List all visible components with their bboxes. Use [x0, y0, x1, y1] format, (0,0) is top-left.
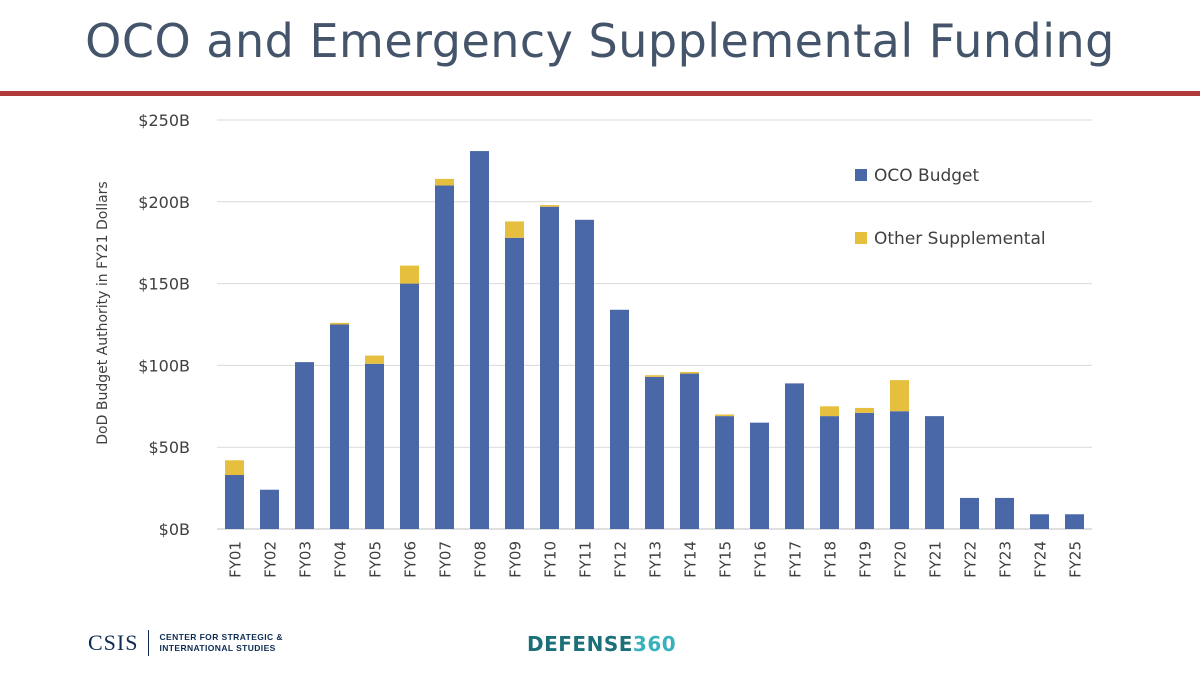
x-tick-label: FY24	[1032, 541, 1050, 578]
x-tick-label: FY16	[752, 541, 770, 578]
legend-oco-swatch	[855, 169, 867, 181]
bar-oco-fy05	[365, 363, 384, 529]
csis-subtitle-line2: INTERNATIONAL STUDIES	[159, 643, 276, 653]
x-tick-label: FY22	[962, 541, 980, 578]
legend-oco-label: OCO Budget	[874, 166, 980, 186]
x-tick-label: FY17	[787, 541, 805, 578]
bar-supplemental-fy07	[435, 178, 454, 186]
x-tick-label: FY21	[927, 541, 945, 578]
x-tick-label: FY05	[367, 541, 385, 578]
y-tick-label: $50B	[148, 438, 190, 457]
csis-logo: CSIS CENTER FOR STRATEGIC & INTERNATIONA…	[88, 628, 283, 658]
x-tick-label: FY02	[262, 541, 280, 578]
y-axis-label: DoD Budget Authority in FY21 Dollars	[95, 181, 111, 444]
bar-oco-fy18	[820, 416, 839, 529]
y-tick-label: $200B	[138, 193, 190, 212]
x-tick-label: FY18	[822, 541, 840, 578]
x-tick-label: FY12	[612, 541, 630, 578]
x-tick-label: FY08	[472, 541, 490, 578]
bar-supplemental-fy01	[225, 460, 244, 476]
bar-oco-fy13	[645, 376, 664, 529]
defense360-logo: DEFENSE360	[527, 632, 676, 656]
bar-oco-fy22	[960, 497, 979, 529]
x-tick-label: FY25	[1067, 541, 1085, 578]
bar-oco-fy12	[610, 309, 629, 529]
legend: OCO Budget Other Supplemental	[855, 166, 1046, 249]
x-tick-label: FY06	[402, 541, 420, 578]
bar-oco-fy20	[890, 411, 909, 529]
x-tick-label: FY11	[577, 541, 595, 578]
bar-supplemental-fy09	[505, 221, 524, 238]
bar-oco-fy21	[925, 416, 944, 529]
x-tick-label: FY15	[717, 541, 735, 578]
csis-subtitle-line1: CENTER FOR STRATEGIC &	[159, 632, 283, 642]
x-tick-label: FY03	[297, 541, 315, 578]
bar-supplemental-fy19	[855, 407, 874, 413]
legend-supplemental-swatch	[855, 232, 867, 244]
bar-oco-fy11	[575, 219, 594, 529]
bar-supplemental-fy04	[330, 322, 349, 325]
bar-oco-fy15	[715, 416, 734, 529]
bar-supplemental-fy13	[645, 375, 664, 377]
bar-oco-fy17	[785, 383, 804, 529]
bar-oco-fy16	[750, 422, 769, 529]
y-tick-label: $250B	[138, 111, 190, 130]
bar-supplemental-fy05	[365, 355, 384, 364]
csis-wordmark: CSIS	[88, 630, 139, 655]
bar-supplemental-fy20	[890, 380, 909, 412]
x-tick-label: FY09	[507, 541, 525, 578]
defense360-number: 360	[632, 632, 677, 656]
page-title: OCO and Emergency Supplemental Funding	[85, 14, 1115, 68]
x-axis-ticks: FY01 FY02 FY03 FY04 FY05 FY06 FY07 FY08 FY09 FY10…	[227, 541, 1085, 578]
bar-oco-fy04	[330, 324, 349, 529]
x-tick-label: FY07	[437, 541, 455, 578]
csis-subtitle: CENTER FOR STRATEGIC & INTERNATIONAL STU…	[159, 632, 282, 654]
bar-oco-fy09	[505, 237, 524, 530]
x-tick-label: FY20	[892, 541, 910, 578]
bar-oco-fy07	[435, 185, 454, 529]
bar-oco-fy19	[855, 412, 874, 529]
x-tick-label: FY10	[542, 541, 560, 578]
bar-oco-fy06	[400, 283, 419, 529]
y-axis-ticks: $0B $50B $100B $150B $200B $250B	[138, 111, 190, 539]
y-tick-label: $100B	[138, 356, 190, 375]
y-tick-label: $0B	[159, 520, 190, 539]
x-tick-label: FY19	[857, 541, 875, 578]
x-tick-label: FY23	[997, 541, 1015, 578]
bar-oco-fy25	[1065, 514, 1084, 529]
bar-oco-fy08	[470, 151, 489, 530]
x-tick-label: FY01	[227, 541, 245, 578]
bar-oco-fy14	[680, 373, 699, 529]
x-tick-label: FY14	[682, 541, 700, 578]
y-tick-label: $150B	[138, 275, 190, 294]
bars	[225, 151, 1084, 530]
bar-oco-fy10	[540, 206, 559, 529]
bar-supplemental-fy06	[400, 265, 419, 284]
bar-supplemental-fy14	[680, 371, 699, 374]
bar-oco-fy03	[295, 362, 314, 529]
bar-oco-fy24	[1030, 514, 1049, 529]
title-divider	[0, 91, 1200, 96]
x-tick-label: FY13	[647, 541, 665, 578]
logo-divider	[148, 630, 150, 656]
bar-oco-fy01	[225, 475, 244, 529]
legend-supplemental-label: Other Supplemental	[874, 229, 1046, 249]
bar-oco-fy02	[260, 489, 279, 529]
defense360-word: DEFENSE	[527, 632, 633, 656]
bar-supplemental-fy10	[540, 205, 559, 207]
x-tick-label: FY04	[332, 541, 350, 578]
bar-oco-fy23	[995, 497, 1014, 529]
bar-supplemental-fy18	[820, 406, 839, 417]
bar-supplemental-fy15	[715, 414, 734, 417]
